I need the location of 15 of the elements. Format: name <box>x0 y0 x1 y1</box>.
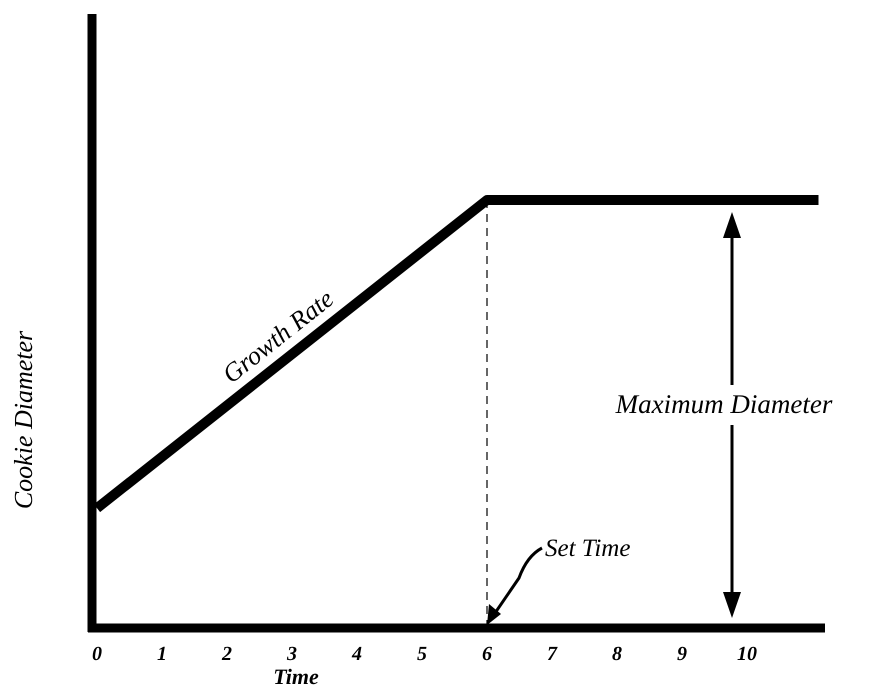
x-tick-label: 3 <box>286 643 297 665</box>
x-axis-title: Time <box>273 664 320 688</box>
x-tick-label: 5 <box>417 643 427 665</box>
x-tick-label: 2 <box>221 643 232 665</box>
annotation: Maximum Diameter <box>614 389 833 419</box>
x-tick-label: 7 <box>547 643 558 665</box>
y-axis-title: Cookie Diameter <box>9 330 38 510</box>
x-tick-label: 0 <box>92 643 102 665</box>
x-tick-label: 9 <box>677 643 687 665</box>
x-tick-label: 6 <box>482 643 492 665</box>
annotation: Set Time <box>545 535 630 562</box>
x-tick-label: 4 <box>351 643 362 665</box>
x-tick-label: 8 <box>612 643 622 665</box>
x-tick-label: 10 <box>737 643 757 665</box>
x-tick-label: 1 <box>157 643 167 665</box>
